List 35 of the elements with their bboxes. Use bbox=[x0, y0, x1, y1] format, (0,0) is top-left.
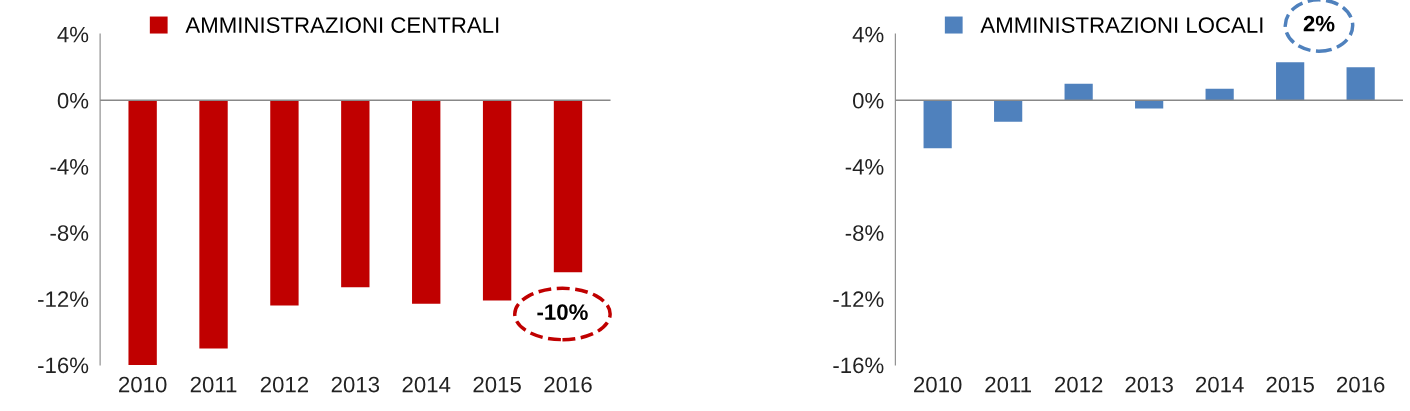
x-tick-label: 2011 bbox=[985, 376, 1031, 393]
bar bbox=[994, 100, 1023, 122]
x-tick-label: 2013 bbox=[331, 376, 380, 393]
y-tick-label: -12% bbox=[833, 291, 884, 307]
x-tick-label: 2014 bbox=[402, 376, 451, 393]
legend-label: AMMINISTRAZIONI CENTRALI bbox=[185, 17, 499, 33]
y-tick-label: -12% bbox=[38, 291, 89, 307]
annotation: -10% bbox=[537, 304, 588, 320]
bar bbox=[923, 100, 952, 149]
x-tick-label: 2011 bbox=[190, 376, 237, 393]
x-tick-label: 2012 bbox=[1055, 376, 1103, 393]
y-tick-label: -8% bbox=[50, 225, 89, 241]
bar bbox=[1346, 67, 1375, 101]
y-tick-label: 4% bbox=[852, 26, 884, 43]
x-tick-label: 2015 bbox=[473, 376, 521, 393]
x-tick-label: 2012 bbox=[260, 376, 309, 393]
x-tick-label: 2014 bbox=[1196, 376, 1244, 393]
x-tick-label: 2010 bbox=[119, 376, 167, 393]
x-tick-label: 2015 bbox=[1266, 376, 1314, 393]
legend-label: AMMINISTRAZIONI LOCALI bbox=[980, 17, 1263, 33]
x-tick-label: 2016 bbox=[544, 376, 592, 393]
x-tick-label: 2010 bbox=[914, 376, 962, 393]
bar bbox=[1276, 62, 1305, 101]
y-tick-label: -4% bbox=[50, 159, 89, 175]
x-tick-label: 2016 bbox=[1337, 376, 1385, 393]
y-tick-label: -8% bbox=[845, 225, 884, 241]
y-tick-label: 0% bbox=[57, 92, 89, 109]
y-tick-label: 0% bbox=[852, 92, 884, 109]
bar bbox=[1064, 83, 1093, 101]
y-tick-label: 4% bbox=[57, 26, 89, 43]
annotation: 2% bbox=[1303, 15, 1335, 32]
x-tick-label: 2013 bbox=[1125, 376, 1173, 393]
y-tick-label: -4% bbox=[845, 159, 884, 175]
y-tick-label: -16% bbox=[38, 357, 89, 374]
y-tick-label: -16% bbox=[833, 357, 884, 374]
